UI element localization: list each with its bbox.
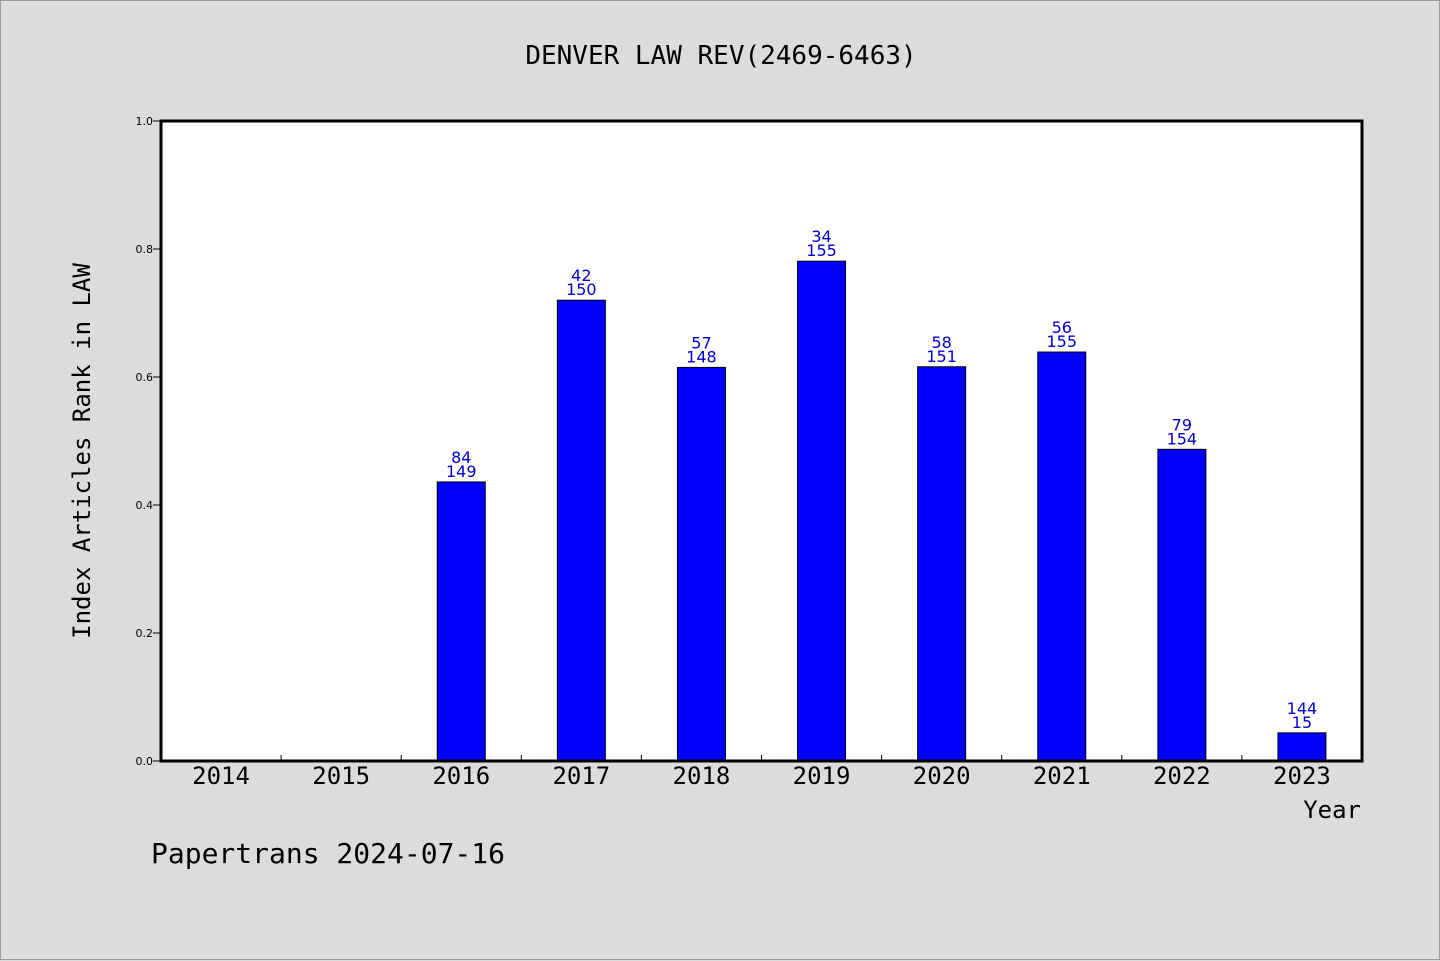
y-tick-label-0.2: 0.2 (136, 627, 154, 640)
data-label-bottom-2019: 155 (806, 241, 837, 260)
bar-2020 (917, 366, 967, 762)
x-tick-label-2014: 2014 (192, 762, 250, 790)
y-axis-label: Index Articles Rank in LAW (68, 263, 96, 639)
bar-2017 (556, 299, 606, 762)
bar-2018 (676, 366, 726, 762)
bar-2022 (1157, 448, 1207, 762)
data-label-top-2022: 79 (1172, 415, 1192, 434)
bars-layer (436, 260, 1327, 762)
x-axis-ticks: 2014 2015 2016 2017 2018 2019 2020 2021 2022 2023 (192, 755, 1331, 790)
data-label-top-2016: 84 (451, 448, 471, 467)
x-axis-label: Year (1303, 796, 1361, 824)
x-tick-label-2023: 2023 (1273, 762, 1331, 790)
x-tick-label-2015: 2015 (312, 762, 370, 790)
x-tick-label-2021: 2021 (1033, 762, 1091, 790)
y-tick-label-0.8: 0.8 (136, 243, 154, 256)
y-tick-label-0.0: 0.0 (136, 755, 154, 768)
x-tick-label-2018: 2018 (673, 762, 731, 790)
y-tick-label-0.6: 0.6 (136, 371, 154, 384)
data-label-bottom-2016: 149 (446, 462, 477, 481)
data-label-top-2021: 56 (1052, 318, 1072, 337)
bar-2019 (797, 260, 847, 762)
x-tick-label-2019: 2019 (793, 762, 851, 790)
data-label-bottom-2022: 154 (1167, 429, 1198, 448)
data-label-top-2020: 58 (931, 333, 951, 352)
data-label-bottom-2017: 150 (566, 280, 597, 299)
bar-2016 (436, 481, 486, 762)
bar-2023 (1277, 732, 1327, 762)
data-label-top-2017: 42 (571, 266, 591, 285)
y-axis-ticks: 0.0 0.2 0.4 0.6 0.8 1.0 (136, 115, 161, 768)
data-label-top-2018: 57 (691, 333, 711, 352)
x-tick-label-2020: 2020 (913, 762, 971, 790)
y-tick-label-1.0: 1.0 (136, 115, 154, 128)
data-label-bottom-2023: 15 (1292, 713, 1312, 732)
footer-source-date: Papertrans 2024-07-16 (151, 837, 505, 870)
data-label-bottom-2020: 151 (926, 347, 957, 366)
chart-title: DENVER LAW REV(2469-6463) (525, 41, 916, 71)
x-tick-label-2017: 2017 (552, 762, 610, 790)
data-label-top-2019: 34 (811, 227, 831, 246)
data-label-bottom-2018: 148 (686, 347, 717, 366)
bar-2021 (1037, 351, 1087, 762)
x-tick-label-2022: 2022 (1153, 762, 1211, 790)
data-label-bottom-2021: 155 (1046, 332, 1077, 351)
x-tick-label-2016: 2016 (432, 762, 490, 790)
y-tick-label-0.4: 0.4 (136, 499, 154, 512)
data-label-top-2023: 144 (1287, 699, 1318, 718)
